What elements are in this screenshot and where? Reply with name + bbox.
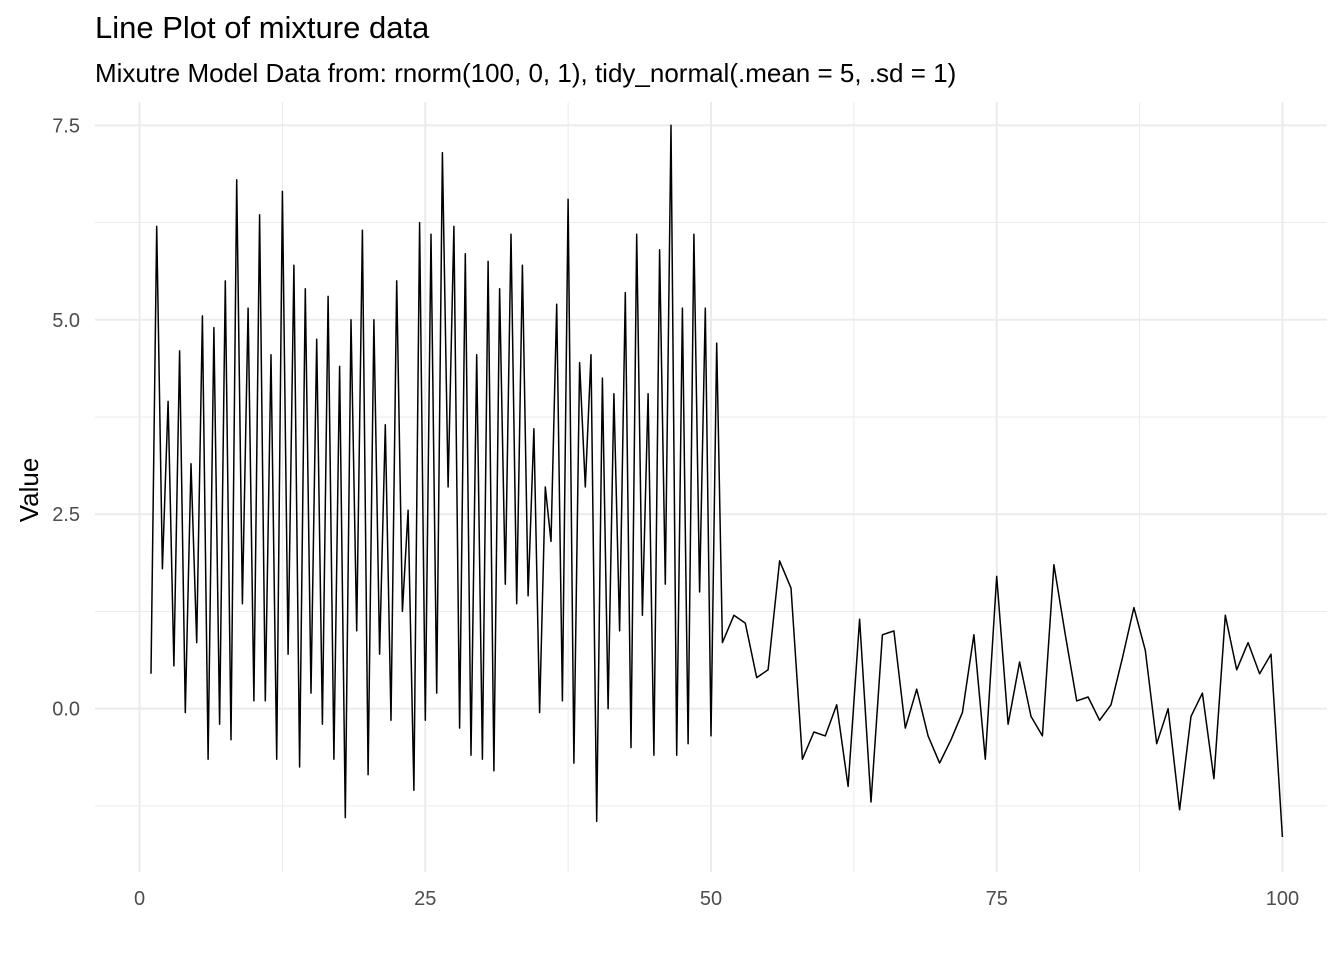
y-tick-label: 5.0 [52, 310, 80, 332]
series-line [150, 124, 1284, 838]
x-tick-label: 25 [414, 888, 436, 910]
series-group [150, 124, 1284, 838]
x-axis-tick-labels: 0 25 50 75 100 [134, 888, 1299, 910]
y-tick-label: 2.5 [52, 504, 80, 526]
y-tick-label: 7.5 [52, 115, 80, 137]
y-axis-label: Value [14, 458, 44, 523]
major-gridlines [95, 102, 1327, 872]
chart-title: Line Plot of mixture data [95, 10, 430, 45]
y-tick-label: 0.0 [52, 699, 80, 721]
x-tick-label: 0 [134, 888, 145, 910]
x-tick-label: 100 [1266, 888, 1299, 910]
x-tick-label: 50 [700, 888, 722, 910]
chart-subtitle: Mixutre Model Data from: rnorm(100, 0, 1… [95, 58, 957, 88]
x-tick-label: 75 [986, 888, 1008, 910]
y-axis-tick-labels: 0.0 2.5 5.0 7.5 [52, 115, 80, 720]
